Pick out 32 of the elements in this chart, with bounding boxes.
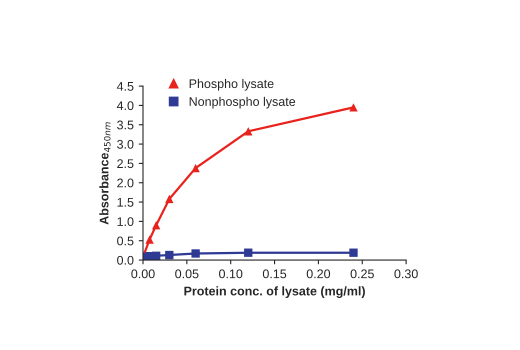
y-tick-label: 0.5 <box>117 236 134 246</box>
y-tick-label: 4.0 <box>116 101 134 110</box>
point <box>165 194 174 204</box>
point <box>244 248 252 257</box>
y-tick-label: 1.0 <box>118 217 134 226</box>
point <box>191 249 200 258</box>
x-tick-label: 0.00 <box>131 269 155 278</box>
y-tick-label: 3.0 <box>117 140 134 149</box>
point <box>349 103 358 112</box>
x-tick-label: 0.10 <box>219 269 242 278</box>
x-axis-title: Protein conc. of lysate (mg/ml) <box>184 286 365 298</box>
y-tick-label: 1.5 <box>118 198 134 207</box>
point <box>191 164 200 172</box>
point <box>244 127 252 136</box>
x-tick-label: 0.20 <box>306 269 330 278</box>
legend-label: Phospho lysate <box>190 78 274 91</box>
point <box>152 221 160 230</box>
x-tick-label: 0.05 <box>175 269 198 278</box>
y-tick-label: 0.0 <box>117 256 134 265</box>
point <box>165 250 174 260</box>
y-axis-title: Absorbance$_{450nm}$ <box>99 122 111 225</box>
y-tick-label: 2.0 <box>117 178 134 188</box>
x-tick-label: 0.15 <box>262 269 286 278</box>
point <box>145 235 154 244</box>
y-tick-label: 2.5 <box>117 159 134 168</box>
x-tick-label: 0.25 <box>350 269 374 278</box>
point <box>152 252 160 260</box>
legend-label: Nonphospho lysate <box>190 96 296 108</box>
x-tick-label: 0.30 <box>394 269 418 278</box>
y-tick-label: 3.5 <box>117 120 134 130</box>
point <box>349 248 358 257</box>
y-tick-label: 4.5 <box>116 82 134 91</box>
